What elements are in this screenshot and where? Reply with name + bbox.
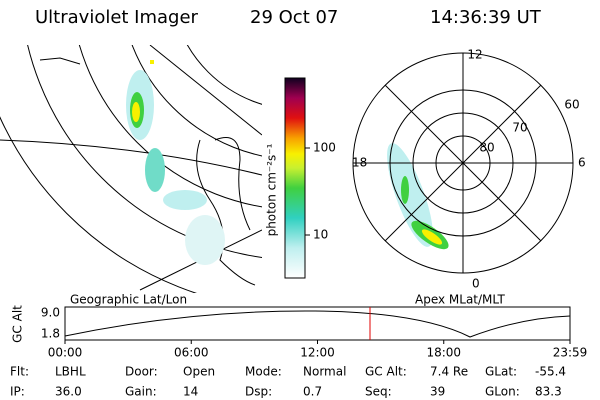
info-label: Dsp: bbox=[245, 385, 272, 399]
info-value: Open bbox=[183, 365, 215, 379]
left-caption: Geographic Lat/Lon bbox=[70, 293, 187, 307]
info-value: LBHL bbox=[55, 365, 86, 379]
info-label: GC Alt: bbox=[365, 365, 407, 379]
y-tick-label: 9.0 bbox=[41, 306, 60, 320]
time: 14:36:39 UT bbox=[430, 7, 542, 28]
x-tick-label: 18:00 bbox=[426, 346, 461, 360]
polar-plot: 12 18 6 0 60 70 80 bbox=[352, 48, 586, 291]
info-label: GLon: bbox=[485, 385, 520, 399]
info-label: IP: bbox=[10, 385, 25, 399]
aurora bbox=[126, 60, 225, 265]
date: 29 Oct 07 bbox=[250, 7, 338, 28]
right-caption: Apex MLat/MLT bbox=[415, 293, 505, 307]
lat-label: 70 bbox=[512, 121, 527, 135]
mlt-label: 12 bbox=[467, 48, 482, 62]
altitude-curve bbox=[64, 310, 571, 338]
instrument: Ultraviolet Imager bbox=[35, 7, 199, 28]
y-tick-label: 1.8 bbox=[41, 327, 60, 341]
info-label: Door: bbox=[125, 365, 158, 379]
info-label: Gain: bbox=[125, 385, 157, 399]
altitude-frame bbox=[64, 306, 571, 341]
mlt-label: 0 bbox=[472, 277, 480, 291]
x-tick-label: 23:59 bbox=[553, 346, 588, 360]
info-value: 39 bbox=[430, 385, 445, 399]
info-value: -55.4 bbox=[535, 365, 566, 379]
altitude-axis-label: GC Alt bbox=[11, 305, 25, 343]
colorbar bbox=[284, 77, 306, 279]
colorbar-tick-label: 10 bbox=[313, 228, 328, 242]
info-label: Mode: bbox=[245, 365, 282, 379]
info-value: Normal bbox=[303, 365, 346, 379]
mlt-label: 6 bbox=[578, 156, 586, 170]
info-value: 14 bbox=[183, 385, 198, 399]
info-label: Flt: bbox=[10, 365, 29, 379]
geographic-map bbox=[0, 45, 262, 293]
info-label: Seq: bbox=[365, 385, 392, 399]
x-tick-label: 06:00 bbox=[174, 346, 209, 360]
info-value: 36.0 bbox=[55, 385, 82, 399]
lat-label: 60 bbox=[564, 98, 579, 112]
x-tick-label: 12:00 bbox=[300, 346, 335, 360]
colorbar-tick-label: 100 bbox=[313, 141, 336, 155]
x-tick-label: 00:00 bbox=[48, 346, 83, 360]
lat-label: 80 bbox=[479, 141, 494, 155]
info-label: GLat: bbox=[485, 365, 517, 379]
colorbar-label: photon cm⁻²s⁻¹ bbox=[265, 143, 279, 236]
info-value: 0.7 bbox=[303, 385, 322, 399]
info-value: 83.3 bbox=[535, 385, 562, 399]
mlt-label: 18 bbox=[352, 156, 367, 170]
info-value: 7.4 Re bbox=[430, 365, 468, 379]
